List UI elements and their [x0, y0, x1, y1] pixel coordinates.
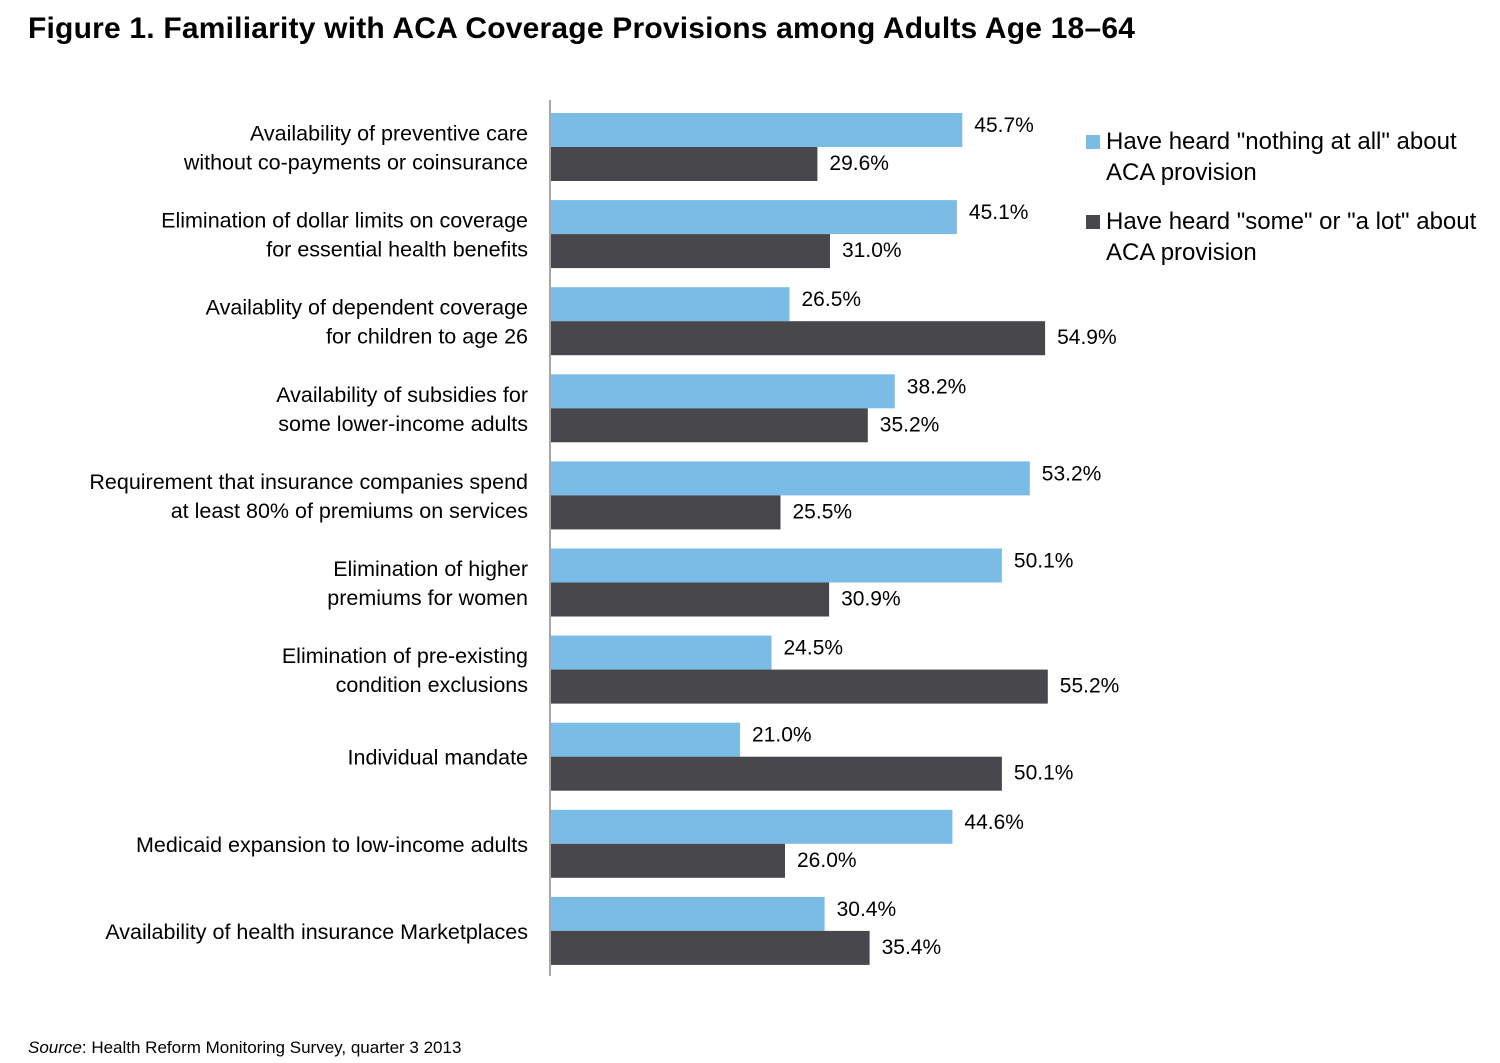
- legend-swatch-some: [1086, 215, 1100, 229]
- bar-nothing-4: [551, 461, 1030, 496]
- legend-item-some: Have heard "some" or "a lot" about ACA p…: [1086, 206, 1496, 268]
- bar-nothing-5: [551, 548, 1002, 583]
- data-label-some-9: 35.4%: [882, 936, 942, 959]
- bar-some-7: [551, 756, 1002, 791]
- category-label-5-line-0: Elimination of higher: [333, 557, 528, 581]
- category-label-1-line-1: for essential health benefits: [266, 238, 528, 262]
- data-label-nothing-5: 50.1%: [1014, 550, 1074, 573]
- data-label-nothing-8: 44.6%: [964, 811, 1024, 834]
- data-label-nothing-6: 24.5%: [784, 637, 844, 660]
- category-label-2-line-1: for children to age 26: [326, 325, 528, 349]
- data-label-nothing-1: 45.1%: [969, 201, 1029, 224]
- category-label-0-line-1: without co-payments or coinsurance: [183, 151, 528, 175]
- bar-some-8: [551, 843, 785, 878]
- bar-some-3: [551, 408, 868, 443]
- bar-some-0: [551, 147, 818, 181]
- data-label-nothing-9: 30.4%: [837, 898, 897, 921]
- category-label-5-line-1: premiums for women: [327, 586, 528, 610]
- category-label-0-line-0: Availability of preventive care: [250, 122, 528, 146]
- data-label-some-3: 35.2%: [880, 413, 940, 436]
- bar-nothing-6: [551, 635, 772, 670]
- category-label-3-line-0: Availability of subsidies for: [276, 383, 528, 407]
- legend-label-some: Have heard "some" or "a lot" about ACA p…: [1106, 208, 1477, 266]
- bar-nothing-8: [551, 809, 953, 844]
- category-label-6-line-0: Elimination of pre-existing: [282, 644, 528, 668]
- category-label-3-line-1: some lower-income adults: [278, 412, 528, 436]
- category-label-4-line-1: at least 80% of premiums on services: [171, 499, 528, 523]
- source-text: : Health Reform Monitoring Survey, quart…: [81, 1038, 462, 1057]
- legend: Have heard "nothing at all" about ACA pr…: [1086, 126, 1496, 286]
- source-label: Source: [28, 1038, 82, 1057]
- legend-item-nothing: Have heard "nothing at all" about ACA pr…: [1086, 126, 1496, 188]
- chart-title: Figure 1. Familiarity with ACA Coverage …: [28, 12, 1136, 45]
- data-label-some-1: 31.0%: [842, 239, 902, 262]
- data-label-nothing-4: 53.2%: [1042, 462, 1102, 485]
- data-label-some-7: 50.1%: [1014, 762, 1074, 785]
- data-label-nothing-2: 26.5%: [802, 288, 862, 311]
- data-label-some-4: 25.5%: [793, 500, 853, 523]
- data-label-nothing-7: 21.0%: [752, 724, 812, 747]
- data-label-nothing-0: 45.7%: [974, 114, 1034, 137]
- category-label-6-line-1: condition exclusions: [336, 673, 528, 697]
- data-label-some-2: 54.9%: [1057, 326, 1117, 349]
- category-label-9-line-0: Availability of health insurance Marketp…: [105, 920, 528, 944]
- legend-swatch-nothing: [1086, 135, 1100, 149]
- category-label-7-line-0: Individual mandate: [348, 746, 528, 770]
- bar-nothing-3: [551, 374, 895, 409]
- data-label-some-8: 26.0%: [797, 849, 857, 872]
- bar-nothing-7: [551, 722, 740, 757]
- data-label-some-0: 29.6%: [829, 152, 889, 175]
- category-label-8-line-0: Medicaid expansion to low-income adults: [136, 833, 528, 857]
- bar-nothing-1: [551, 200, 957, 235]
- data-label-some-5: 30.9%: [841, 588, 901, 611]
- bar-nothing-2: [551, 287, 790, 322]
- bar-nothing-0: [551, 113, 963, 147]
- category-label-2-line-0: Availablity of dependent coverage: [206, 296, 528, 320]
- legend-label-nothing: Have heard "nothing at all" about ACA pr…: [1106, 128, 1457, 186]
- bar-some-9: [551, 930, 870, 965]
- bar-some-6: [551, 669, 1048, 704]
- category-label-4-line-0: Requirement that insurance companies spe…: [89, 470, 528, 494]
- data-label-some-6: 55.2%: [1060, 675, 1120, 698]
- bar-some-5: [551, 582, 830, 617]
- bar-some-2: [551, 321, 1046, 356]
- bar-some-4: [551, 495, 781, 530]
- category-label-1-line-0: Elimination of dollar limits on coverage: [161, 209, 528, 233]
- bar-some-1: [551, 234, 830, 269]
- source-note: Source: Health Reform Monitoring Survey,…: [28, 1038, 461, 1058]
- bar-nothing-9: [551, 896, 825, 931]
- data-label-nothing-3: 38.2%: [907, 375, 967, 398]
